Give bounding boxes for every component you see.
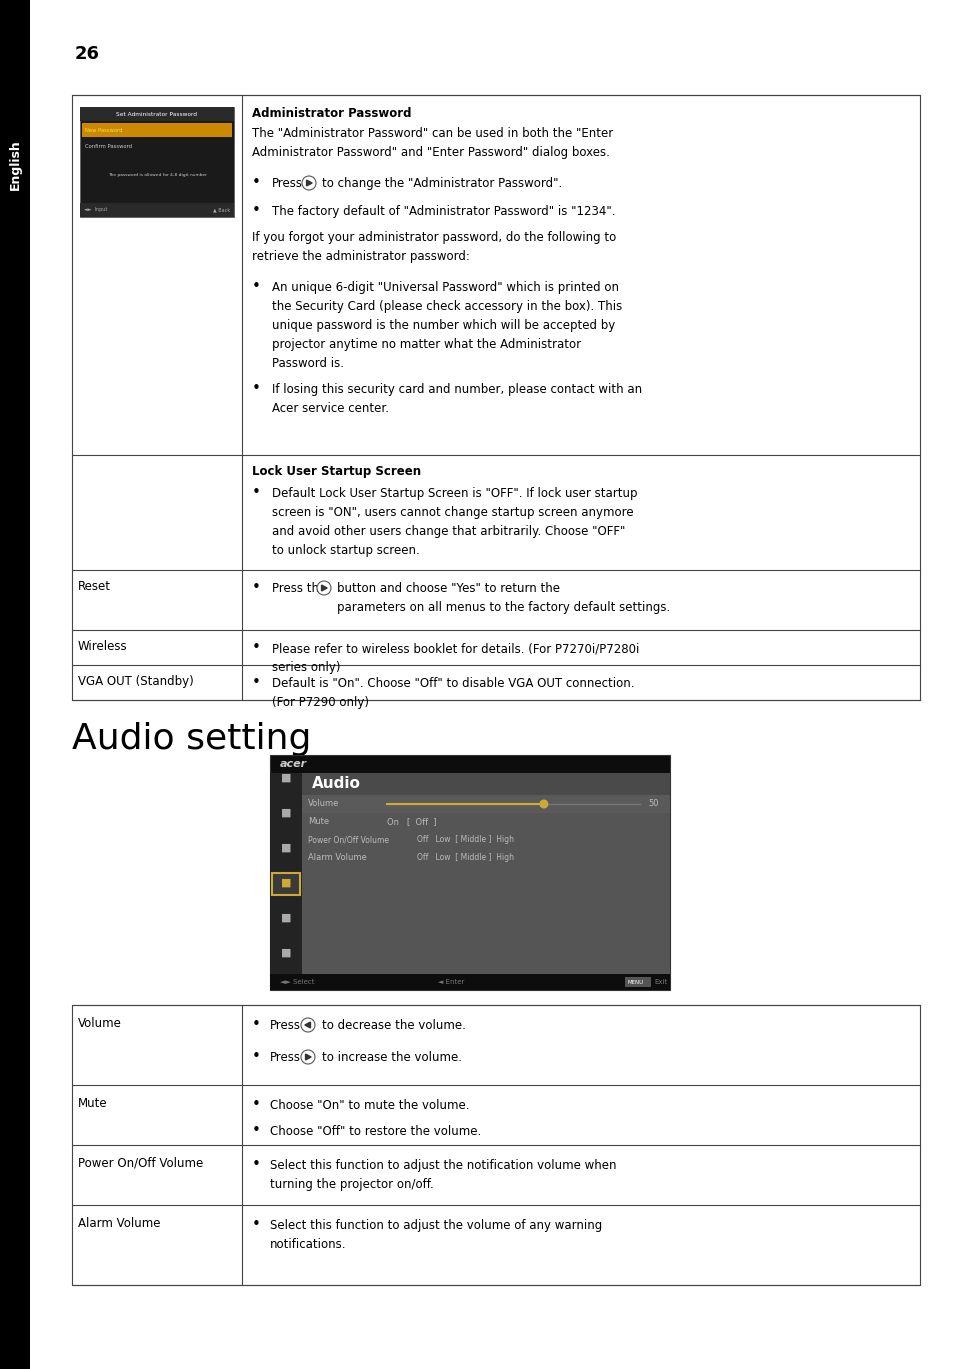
Text: ■: ■ [280,773,291,783]
Text: •: • [252,485,260,500]
Text: Choose "On" to mute the volume.: Choose "On" to mute the volume. [270,1099,469,1112]
Text: Mute: Mute [308,817,329,827]
Text: If losing this security card and number, please contact with an
Acer service cen: If losing this security card and number,… [272,383,641,415]
Text: Exit: Exit [654,979,666,986]
Text: •: • [252,1017,260,1032]
Text: •: • [252,381,260,396]
Polygon shape [321,585,327,591]
Text: button and choose "Yes" to return the
parameters on all menus to the factory def: button and choose "Yes" to return the pa… [336,582,670,615]
Text: ▲ Back: ▲ Back [213,208,230,212]
Text: Power On/Off Volume: Power On/Off Volume [78,1157,203,1170]
Circle shape [316,580,331,596]
Text: Confirm Password: Confirm Password [85,145,132,149]
Text: MENU: MENU [627,979,643,984]
Circle shape [302,177,315,190]
Text: Alarm Volume: Alarm Volume [308,853,366,862]
Text: acer: acer [280,758,307,769]
Text: to change the "Administrator Password".: to change the "Administrator Password". [322,177,561,190]
Text: to increase the volume.: to increase the volume. [322,1051,461,1064]
Text: Press: Press [270,1019,301,1032]
Text: ■: ■ [280,878,291,888]
Text: ◄► Select: ◄► Select [280,979,314,986]
Text: •: • [252,580,260,596]
Polygon shape [306,181,312,186]
Text: •: • [252,175,260,190]
Text: English: English [9,140,22,190]
Text: Alarm Volume: Alarm Volume [78,1217,160,1229]
Text: ■: ■ [280,843,291,853]
Text: Volume: Volume [78,1017,122,1029]
Circle shape [538,799,548,809]
Text: Set Administrator Password: Set Administrator Password [116,111,197,116]
Bar [0,0,30,1369]
Text: Off   Low  [ Middle ]  High: Off Low [ Middle ] High [416,853,514,862]
Text: Lock User Startup Screen: Lock User Startup Screen [252,465,420,478]
Text: •: • [252,1049,260,1064]
Bar [80,107,233,218]
Text: Press the: Press the [272,582,326,596]
Polygon shape [305,1054,311,1060]
Bar [270,754,669,990]
Text: •: • [252,1097,260,1112]
Text: The factory default of "Administrator Password" is "1234".: The factory default of "Administrator Pa… [272,205,615,218]
Text: to decrease the volume.: to decrease the volume. [322,1019,465,1032]
Polygon shape [305,1023,310,1028]
Bar [80,203,233,218]
Bar [270,973,669,990]
Text: Select this function to adjust the notification volume when
turning the projecto: Select this function to adjust the notif… [270,1160,616,1191]
Text: •: • [252,1217,260,1232]
Text: Default Lock User Startup Screen is "OFF". If lock user startup
screen is "ON", : Default Lock User Startup Screen is "OFF… [272,487,637,557]
Text: •: • [252,1157,260,1172]
Text: The "Administrator Password" can be used in both the "Enter
Administrator Passwo: The "Administrator Password" can be used… [252,127,613,159]
Text: Administrator Password: Administrator Password [252,107,411,120]
Text: New Password: New Password [85,127,122,133]
Bar [272,873,299,895]
Text: Press: Press [270,1051,301,1064]
Bar [71,1005,919,1285]
Bar [624,977,650,987]
Text: Select this function to adjust the volume of any warning
notifications.: Select this function to adjust the volum… [270,1218,601,1251]
Text: If you forgot your administrator password, do the following to
retrieve the admi: If you forgot your administrator passwor… [252,231,616,263]
Text: ◄►  Input: ◄► Input [84,208,108,212]
Bar [302,795,669,813]
Text: Mute: Mute [78,1097,108,1110]
Text: Audio setting: Audio setting [71,721,311,756]
Text: ■: ■ [280,808,291,819]
Text: 50: 50 [647,799,658,809]
Circle shape [301,1019,314,1032]
Bar [82,123,232,137]
Text: Wireless: Wireless [78,639,128,653]
Bar [80,107,233,120]
Text: Audio: Audio [312,776,360,791]
Text: •: • [252,279,260,294]
Bar [71,94,919,700]
Text: Reset: Reset [78,580,111,593]
Text: •: • [252,1123,260,1138]
Bar [302,773,669,795]
Text: An unique 6-digit "Universal Password" which is printed on
the Security Card (pl: An unique 6-digit "Universal Password" w… [272,281,621,370]
Text: Press: Press [272,177,303,190]
Text: ■: ■ [280,947,291,958]
Text: Volume: Volume [308,799,339,809]
Text: 26: 26 [75,45,100,63]
Bar [302,773,669,973]
Text: Power On/Off Volume: Power On/Off Volume [308,835,389,845]
Text: Default is "On". Choose "Off" to disable VGA OUT connection.
(For P7290 only): Default is "On". Choose "Off" to disable… [272,678,634,709]
Text: Off   Low  [ Middle ]  High: Off Low [ Middle ] High [416,835,514,845]
Text: On   [  Off  ]: On [ Off ] [387,817,436,827]
Text: •: • [252,675,260,690]
Text: VGA OUT (Standby): VGA OUT (Standby) [78,675,193,689]
Text: ■: ■ [280,913,291,923]
Text: Please refer to wireless booklet for details. (For P7270i/P7280i
series only): Please refer to wireless booklet for det… [272,642,639,674]
Text: •: • [252,203,260,218]
Text: ◄ Enter: ◄ Enter [437,979,464,986]
Text: Choose "Off" to restore the volume.: Choose "Off" to restore the volume. [270,1125,480,1138]
Bar [270,773,302,973]
Circle shape [301,1050,314,1064]
Text: The password is allowed for 4-8 digit number: The password is allowed for 4-8 digit nu… [108,172,206,177]
Text: •: • [252,639,260,654]
